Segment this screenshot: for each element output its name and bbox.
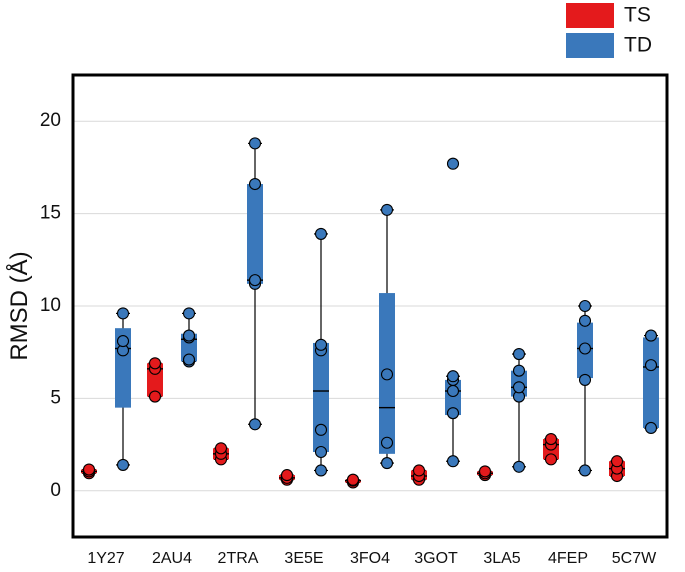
data-point [578,314,592,327]
data-point [446,157,460,170]
box-ts-2tra [213,442,229,466]
box-td-3e5e [313,227,329,477]
y-tick-label: 5 [50,387,61,408]
data-point [182,353,196,366]
legend-label-ts: TS [624,4,651,27]
data-point [116,335,130,348]
data-point [544,453,558,466]
data-point [380,203,394,216]
box [313,342,329,452]
data-point [446,384,460,398]
data-point [314,423,328,436]
legend: TS TD [566,3,652,58]
data-point [412,464,426,477]
data-point [544,433,558,446]
data-point [578,342,592,355]
y-tick-label: 15 [40,203,61,224]
data-point [644,359,658,372]
box-ts-1y27 [81,463,97,480]
plot-frame [71,73,669,539]
data-point [380,368,394,381]
box-ts-3la5 [477,465,493,482]
data-point [512,381,526,394]
data-point [512,347,526,361]
y-axis: 0 5 10 15 20 [40,110,61,501]
legend-label-td: TD [624,34,652,57]
box-td-3got [445,157,461,468]
x-tick-label: 3LA5 [483,550,520,567]
data-point [116,307,130,320]
box-td-5c7w [643,329,659,435]
box-ts-3got [411,464,427,486]
data-point [248,418,262,431]
data-point [644,421,658,435]
x-tick-label: 1Y27 [87,550,124,567]
x-tick-label: 2TRA [218,550,259,567]
data-point [148,390,162,403]
box-td-1y27 [115,307,131,471]
x-tick-label: 3GOT [414,550,458,567]
x-tick-label: 3FO4 [350,550,390,567]
box-ts-4fep [543,433,559,466]
data-point [314,227,328,240]
data-point [214,442,228,455]
x-tick-label: 5C7W [612,550,657,567]
data-point [512,364,526,377]
data-point [346,473,360,486]
data-point [280,469,294,482]
data-point [380,457,394,470]
data-point [380,436,394,449]
box [247,184,263,284]
data-point [314,445,328,459]
x-tick-label: 3E5E [284,550,323,567]
box-td-2au4 [181,307,197,368]
data-point [148,357,162,370]
box-ts-3e5e [279,469,295,486]
data-point [446,455,460,468]
legend-swatch-td [566,33,614,58]
data-point [248,137,262,150]
box [643,337,659,428]
box-ts-2au4 [147,357,163,403]
marks-layer [81,137,659,489]
data-point [578,373,592,386]
data-point [314,338,328,351]
data-point [478,465,492,478]
data-point [82,463,96,476]
data-point [182,307,196,320]
x-axis: 1Y27 2AU4 2TRA 3E5E 3FO4 3GOT 3LA5 4FEP 5C7W [87,550,657,567]
box-td-3la5 [511,347,527,473]
box-ts-3fo4 [345,473,361,489]
data-point [116,458,130,471]
data-point [248,177,262,191]
legend-swatch-ts [566,3,614,28]
data-point [512,460,526,473]
grid-layer [73,120,667,492]
data-point [182,329,196,342]
data-point [248,274,262,287]
data-point [446,407,460,420]
y-tick-label: 20 [40,110,61,131]
y-tick-label: 10 [40,295,61,316]
box-td-2tra [247,137,263,431]
data-point [314,464,328,477]
data-point [578,464,592,477]
data-point [446,370,460,383]
box-td-3fo4 [379,203,395,470]
box-ts-5c7w [609,455,625,483]
data-point [644,329,658,342]
data-point [578,299,592,313]
x-tick-label: 4FEP [548,550,588,567]
data-point [610,455,624,468]
y-axis-label: RMSD (Å) [5,251,33,360]
y-tick-label: 0 [50,480,61,501]
x-tick-label: 2AU4 [152,550,192,567]
box-td-4fep [577,299,593,477]
